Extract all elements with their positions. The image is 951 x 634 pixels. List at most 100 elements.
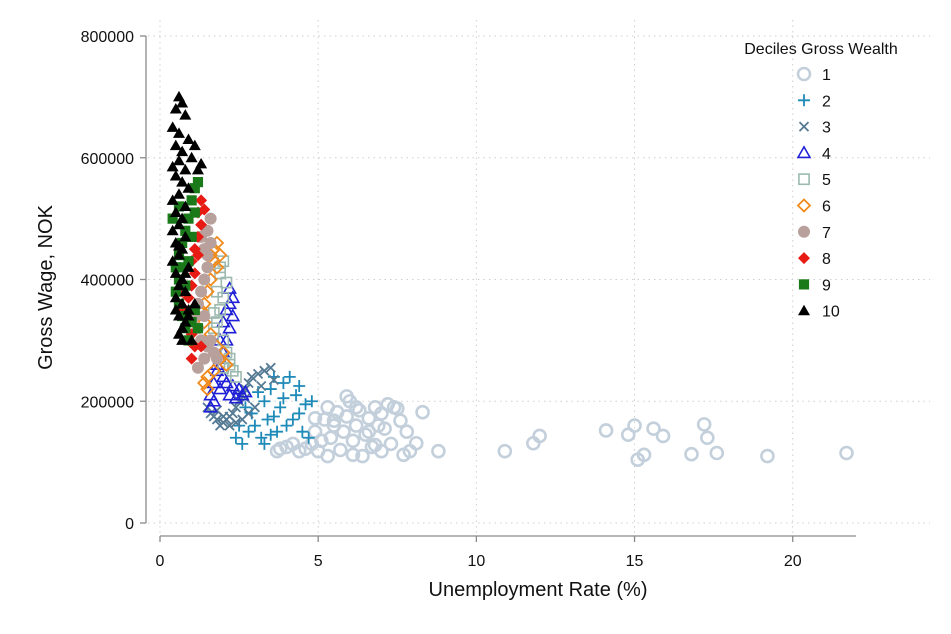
data-point (839, 445, 854, 461)
data-point (192, 177, 204, 188)
legend-label: 8 (822, 251, 831, 268)
data-point (408, 435, 424, 451)
data-point (219, 375, 234, 389)
data-point (179, 109, 192, 120)
data-point (188, 139, 201, 151)
legend-item: 2 (798, 93, 831, 110)
data-point (166, 255, 179, 266)
data-point (320, 400, 335, 415)
legend-label: 6 (822, 199, 831, 216)
data-point (198, 310, 211, 323)
data-point (172, 127, 185, 138)
data-point (169, 303, 182, 315)
data-point (204, 212, 217, 225)
data-point (176, 297, 189, 309)
data-point (526, 435, 541, 451)
tick-labels: 0 200000 400000 600000 800000 0 5 10 15 20 (81, 29, 802, 570)
legend-label: 7 (822, 225, 831, 242)
x-axis-title: Unemployment Rate (%) (429, 579, 648, 601)
data-point (222, 320, 237, 334)
data-point (238, 384, 253, 398)
data-point (399, 424, 415, 439)
data-point (177, 262, 188, 273)
data-point (230, 417, 242, 428)
data-point (326, 413, 342, 429)
data-point (389, 401, 405, 416)
data-point (258, 395, 271, 408)
legend-items: 1 2 3 4 5 6 7 8 9 10 (796, 66, 840, 321)
data-point (179, 163, 192, 175)
data-point (212, 381, 228, 395)
legend-label: 2 (822, 93, 831, 110)
data-point (307, 424, 323, 439)
legend-item: 10 (798, 304, 840, 321)
y-tick-label: 800000 (81, 29, 134, 46)
data-point (179, 267, 192, 278)
data-point (383, 436, 399, 452)
data-point (183, 213, 194, 224)
data-point (217, 291, 230, 304)
data-point (212, 247, 228, 263)
legend-label: 10 (822, 304, 840, 321)
data-point (215, 369, 231, 383)
data-point (189, 304, 200, 316)
data-point (195, 157, 208, 169)
legend-item: 9 (798, 277, 831, 294)
data-point (333, 442, 348, 458)
data-point (236, 437, 249, 450)
data-point (185, 151, 198, 163)
data-point (709, 445, 725, 461)
data-point (180, 225, 191, 236)
data-point (182, 310, 195, 321)
data-point (167, 213, 178, 224)
data-point (189, 207, 200, 218)
data-point (348, 400, 364, 415)
y-tick-label: 200000 (81, 394, 134, 411)
data-point (186, 231, 197, 242)
data-point (182, 303, 195, 315)
data-point (195, 218, 208, 231)
data-point (195, 194, 208, 207)
data-point (225, 378, 241, 392)
data-point (211, 285, 223, 298)
data-point (259, 365, 270, 376)
data-point (233, 396, 245, 407)
data-point (655, 428, 671, 444)
data-point (169, 267, 182, 278)
data-point (191, 249, 204, 262)
data-point (210, 352, 223, 365)
y-tick-label: 400000 (81, 273, 134, 290)
data-point (286, 413, 299, 426)
data-point (200, 381, 215, 397)
data-point (172, 240, 185, 251)
data-point (396, 447, 411, 463)
data-point (179, 285, 192, 297)
data-point (215, 314, 231, 328)
data-point (204, 334, 217, 347)
data-point (497, 443, 513, 459)
data-point (192, 323, 204, 334)
data-point (169, 206, 182, 218)
data-point (166, 194, 179, 205)
data-point (222, 387, 237, 401)
data-point (277, 376, 290, 389)
data-point (176, 176, 189, 187)
x-tick-label: 10 (467, 553, 485, 570)
data-point (182, 182, 195, 193)
data-point (180, 280, 191, 291)
legend-marker (796, 66, 812, 82)
data-point (258, 437, 271, 450)
series-decile-3 (202, 362, 280, 431)
legend-item: 8 (798, 251, 831, 268)
data-point (700, 430, 715, 446)
data-point (172, 154, 185, 166)
series-decile-10 (166, 90, 208, 345)
legend-marker (798, 252, 810, 265)
data-point (173, 201, 185, 212)
data-point (293, 380, 306, 393)
data-point (307, 410, 323, 426)
axes (140, 35, 856, 542)
data-point (361, 424, 377, 439)
legend-marker (796, 198, 812, 213)
data-point (302, 431, 315, 444)
